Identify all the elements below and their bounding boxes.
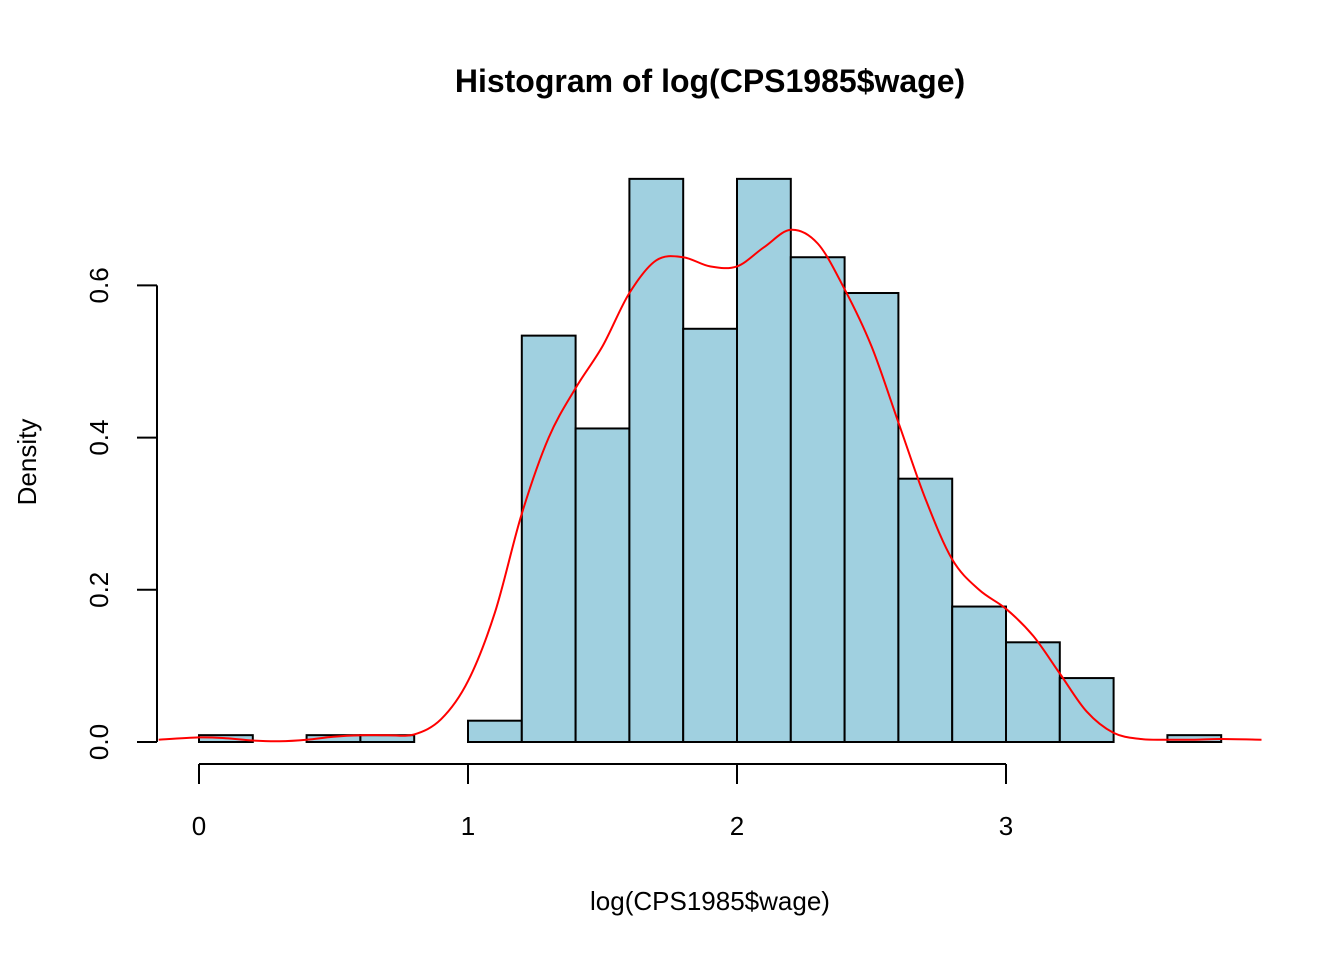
histogram-bar (1005, 641, 1061, 744)
y-axis-label: Density (12, 419, 42, 506)
x-tick-label: 2 (730, 811, 744, 841)
histogram-bar (628, 177, 685, 744)
histogram-bar (574, 427, 631, 743)
histogram-bar (843, 292, 900, 743)
y-tick-label: 0.6 (84, 267, 114, 303)
chart-title: Histogram of log(CPS1985$wage) (455, 63, 965, 99)
y-tick-label: 0.4 (84, 420, 114, 456)
histogram-bars (198, 177, 1223, 744)
x-tick-label: 3 (999, 811, 1013, 841)
x-axis-label: log(CPS1985$wage) (590, 886, 830, 916)
histogram-bar (682, 327, 739, 743)
histogram-bar (520, 334, 577, 743)
y-axis: 0.0 0.2 0.4 0.6 (84, 267, 158, 760)
y-tick-label: 0.0 (84, 724, 114, 760)
density-curve (158, 228, 1262, 743)
x-tick-label: 1 (461, 811, 475, 841)
histogram-bar (951, 605, 1008, 743)
x-tick-label: 0 (192, 811, 206, 841)
histogram-bar (467, 719, 523, 744)
histogram-bar (789, 256, 846, 743)
y-tick-label: 0.2 (84, 572, 114, 608)
histogram-bar (736, 177, 792, 744)
histogram-bar (1058, 677, 1115, 743)
x-axis: 0 1 2 3 (192, 763, 1013, 841)
histogram-bar (897, 477, 954, 743)
